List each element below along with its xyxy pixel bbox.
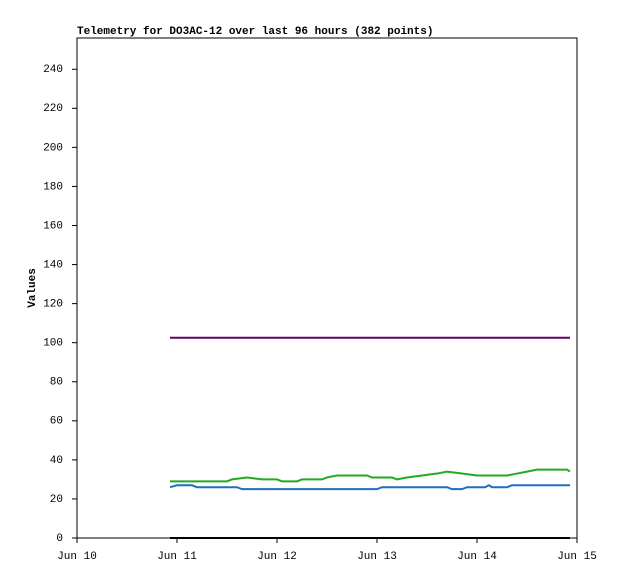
y-tick-label: 180 xyxy=(43,181,63,193)
y-tick-label: 140 xyxy=(43,259,63,271)
series-line xyxy=(170,468,571,483)
x-tick-label: Jun 12 xyxy=(257,551,297,563)
y-axis-label: Values xyxy=(27,268,39,308)
y-tick-label: 60 xyxy=(50,416,63,428)
y-tick-label: 120 xyxy=(43,299,63,311)
x-tick-label: Jun 15 xyxy=(557,551,597,563)
y-tick-label: 0 xyxy=(56,533,63,545)
x-tick-label: Jun 14 xyxy=(457,551,497,563)
y-tick-label: 160 xyxy=(43,220,63,232)
x-tick-label: Jun 13 xyxy=(357,551,397,563)
y-tick-label: 80 xyxy=(50,377,63,389)
x-tick-label: Jun 10 xyxy=(57,551,97,563)
y-tick-label: 100 xyxy=(43,338,63,350)
plot-frame xyxy=(76,37,578,539)
y-tick-label: 40 xyxy=(50,455,63,467)
y-tick-label: 240 xyxy=(43,64,63,76)
x-tick-label: Jun 11 xyxy=(157,551,197,563)
y-tick-label: 220 xyxy=(43,103,63,115)
series-line xyxy=(169,484,570,491)
y-tick-label: 200 xyxy=(43,142,63,154)
y-tick-label: 20 xyxy=(50,494,63,506)
chart-title: Telemetry for DO3AC-12 over last 96 hour… xyxy=(77,26,433,38)
